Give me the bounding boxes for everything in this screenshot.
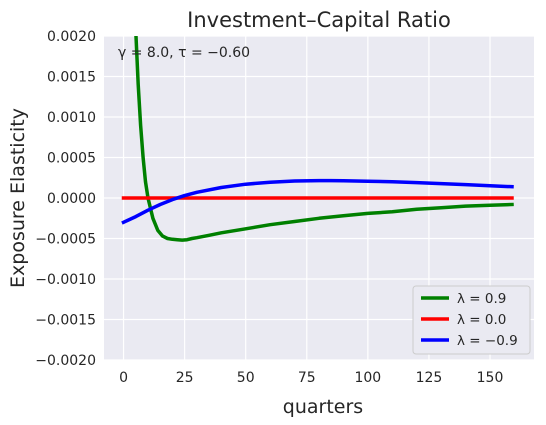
legend-label-2: λ = −0.9 <box>457 333 518 349</box>
y-tick-label: 0.0015 <box>47 70 96 86</box>
legend-label-1: λ = 0.0 <box>457 312 506 328</box>
y-tick-label: 0.0005 <box>47 151 96 167</box>
series-line-0 <box>134 36 514 242</box>
parameter-annotation: γ = 8.0, τ = −0.60 <box>118 45 250 61</box>
series-line-2 <box>121 178 514 225</box>
x-tick-label: 100 <box>354 370 381 386</box>
y-tick-label: −0.0010 <box>35 272 96 288</box>
series-layer <box>121 36 514 242</box>
legend-label-0: λ = 0.9 <box>457 291 506 307</box>
y-tick-label: −0.0020 <box>35 353 96 369</box>
x-tick-label: 0 <box>119 370 128 386</box>
x-tick-label: 50 <box>237 370 255 386</box>
x-tick-label: 25 <box>176 370 194 386</box>
y-tick-label: 0.0020 <box>47 29 96 45</box>
x-tick-label: 75 <box>298 370 316 386</box>
tick-labels: 0 25 50 75 100 125 150 −0.0020 −0.0015 −0.0010 −0.… <box>35 29 503 386</box>
x-tick-label: 150 <box>477 370 504 386</box>
x-tick-label: 125 <box>416 370 443 386</box>
y-tick-label: −0.0015 <box>35 313 96 329</box>
grid <box>104 35 534 361</box>
y-tick-label: 0.0000 <box>47 191 96 207</box>
x-axis-label: quarters <box>283 396 363 418</box>
y-axis-label: Exposure Elasticity <box>7 108 29 288</box>
chart-title: Investment–Capital Ratio <box>187 8 451 32</box>
y-tick-label: −0.0005 <box>35 232 96 248</box>
legend: λ = 0.9 λ = 0.0 λ = −0.9 <box>412 285 531 355</box>
legend-box <box>412 285 531 355</box>
y-tick-label: 0.0010 <box>47 110 96 126</box>
